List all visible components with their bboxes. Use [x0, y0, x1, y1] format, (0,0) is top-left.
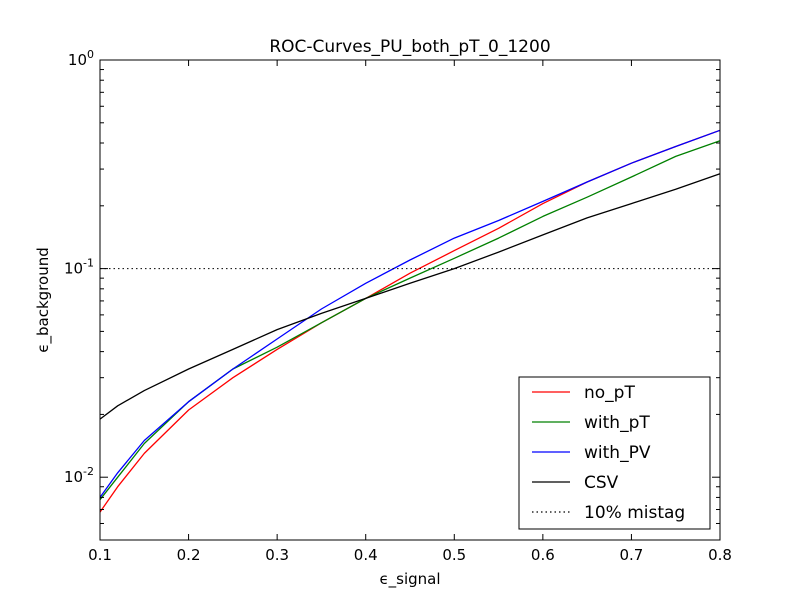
series-line-with-pv — [99, 129, 721, 498]
x-tick-label: 0.7 — [619, 546, 643, 564]
x-ticks: 0.1 0.2 0.3 0.4 0.5 0.6 0.7 0.8 — [88, 60, 732, 564]
x-tick-label: 0.3 — [265, 546, 289, 564]
y-axis-label: ϵ_background — [34, 247, 53, 352]
x-axis-label: ϵ_signal — [379, 570, 440, 589]
plot-area-frame — [99, 59, 721, 541]
legend-entries: no_pT with_pT with_PV CSV 10% mistag — [532, 383, 685, 523]
legend-label: 10% mistag — [584, 503, 685, 523]
series-line-with-pt — [99, 140, 721, 501]
x-tick-label: 0.4 — [354, 546, 378, 564]
x-tick-label: 0.2 — [177, 546, 201, 564]
series-layer — [99, 129, 721, 513]
x-tick-label: 0.8 — [708, 546, 732, 564]
y-ticks: 100 10-1 10-2 — [64, 48, 720, 541]
x-tick-label: 0.6 — [531, 546, 555, 564]
legend-label: CSV — [584, 473, 619, 493]
chart-title: ROC-Curves_PU_both_pT_0_1200 — [269, 37, 550, 57]
x-tick-label: 0.5 — [442, 546, 466, 564]
legend-frame — [518, 376, 711, 530]
x-tick-label: 0.1 — [88, 546, 112, 564]
y-tick-label: 100 — [68, 48, 94, 69]
legend-label: with_pT — [584, 413, 650, 433]
legend-label: no_pT — [584, 383, 635, 403]
legend: no_pT with_pT with_PV CSV 10% mistag — [518, 376, 711, 530]
y-tick-label: 10-2 — [64, 465, 94, 486]
series-line-csv — [99, 173, 721, 420]
y-tick-label: 10-1 — [64, 257, 94, 278]
legend-label: with_PV — [584, 443, 651, 463]
